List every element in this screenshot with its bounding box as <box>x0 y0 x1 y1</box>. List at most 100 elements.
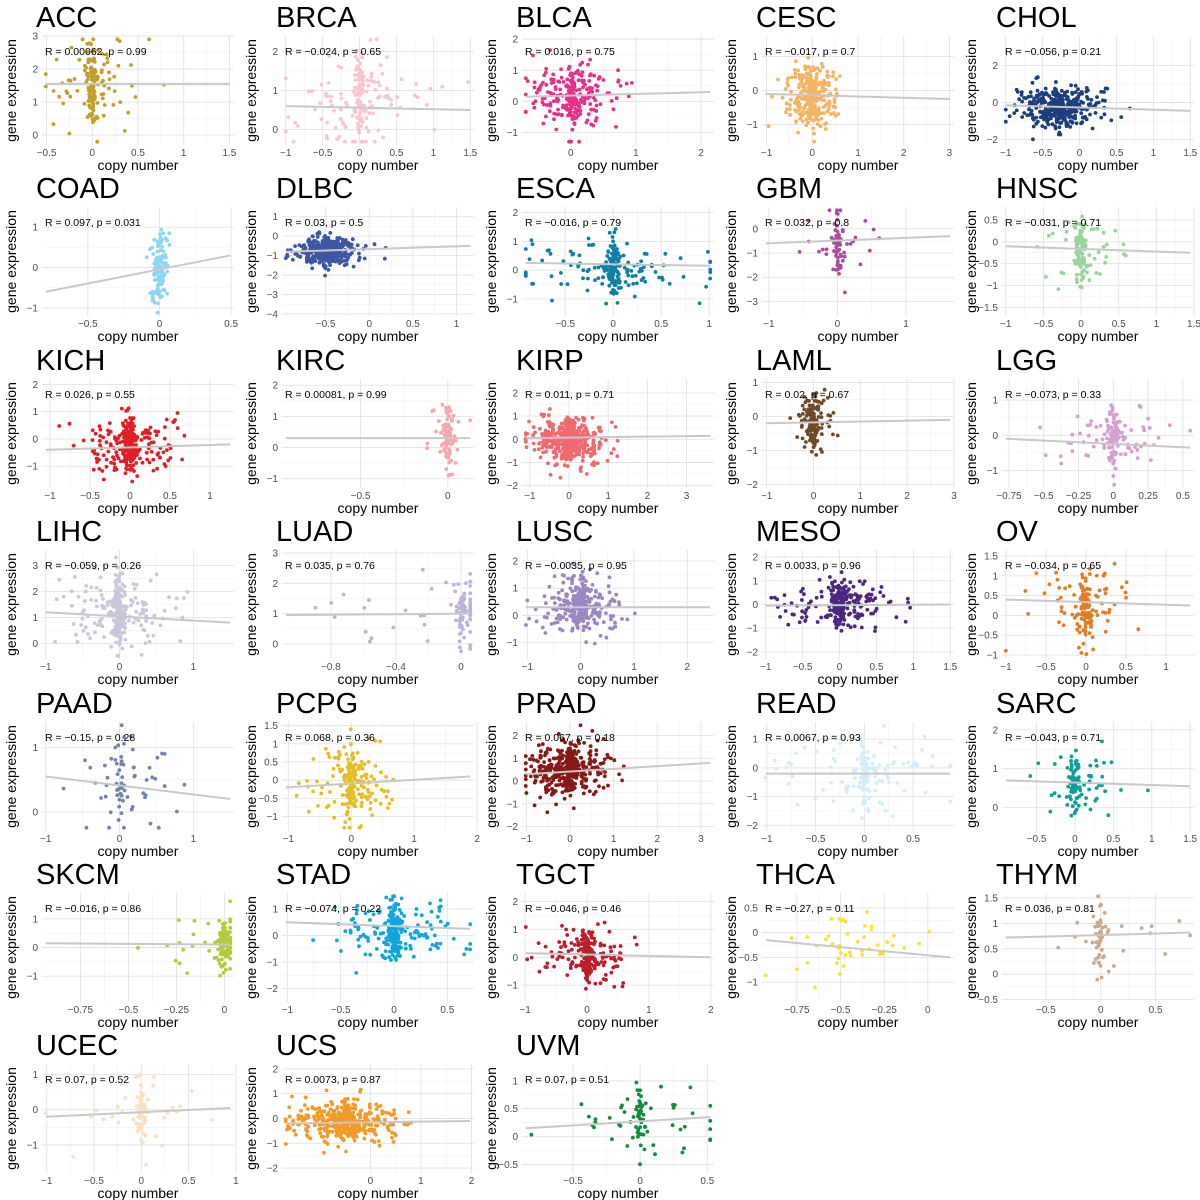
data-point <box>833 615 838 620</box>
data-point <box>577 87 582 92</box>
data-point <box>554 608 559 612</box>
data-point <box>1103 260 1107 265</box>
x-axis-label: copy number <box>338 328 419 344</box>
data-point <box>796 85 801 90</box>
x-tick-label: 2 <box>904 491 910 502</box>
data-point <box>450 472 455 477</box>
data-point <box>283 129 288 134</box>
data-point <box>468 584 473 588</box>
data-point <box>96 623 100 627</box>
data-point <box>578 469 583 473</box>
data-point <box>607 590 612 595</box>
correlation-annotation: R = −0.0035, p = 0.95 <box>525 560 627 572</box>
data-point <box>624 81 629 86</box>
data-point <box>1043 453 1048 458</box>
data-point <box>175 411 180 415</box>
data-point <box>316 242 320 246</box>
x-axis-label: copy number <box>338 671 419 687</box>
y-tick-label: 1 <box>272 412 278 423</box>
y-axis-label: gene expression <box>483 210 499 313</box>
data-point <box>584 472 589 476</box>
data-point <box>797 414 802 418</box>
data-point <box>1167 423 1172 428</box>
data-point <box>574 98 579 103</box>
data-point <box>468 591 473 596</box>
data-point <box>145 457 150 462</box>
data-point <box>444 424 449 428</box>
data-point <box>114 640 118 645</box>
data-point <box>338 117 343 121</box>
data-point <box>583 438 587 442</box>
data-point <box>802 592 806 597</box>
data-point <box>1078 222 1083 226</box>
data-point <box>76 594 81 599</box>
data-point <box>553 463 558 468</box>
data-point <box>589 107 593 112</box>
x-tick-label: −1 <box>522 662 534 673</box>
data-points <box>523 48 634 144</box>
data-point <box>607 575 612 580</box>
data-point <box>559 75 564 80</box>
data-point <box>865 607 870 612</box>
x-axis-label: copy number <box>1058 500 1139 516</box>
data-point <box>617 603 622 608</box>
data-point <box>354 48 359 53</box>
x-tick-label: 1 <box>706 319 712 330</box>
data-point <box>134 461 139 465</box>
data-point <box>562 450 567 455</box>
data-point <box>80 37 85 42</box>
data-point <box>342 263 347 268</box>
data-point <box>1075 272 1079 277</box>
data-point <box>118 588 122 593</box>
data-point <box>613 620 617 625</box>
panel-blca: 0 1 2 −1 0 1 2 BLCA R = 0.016, p = 0.75 copy numb… <box>480 0 720 173</box>
data-point <box>1080 214 1085 219</box>
data-point <box>604 611 608 615</box>
data-point <box>144 619 149 623</box>
data-point <box>586 616 591 621</box>
data-point <box>147 436 152 441</box>
data-point <box>1117 419 1122 424</box>
data-point <box>569 106 573 111</box>
x-tick-label: 1 <box>631 662 637 673</box>
data-point <box>1093 111 1098 115</box>
data-point <box>556 107 560 112</box>
y-tick-label: 1 <box>272 86 278 97</box>
y-tick-label: 1 <box>32 223 38 234</box>
data-point <box>806 55 811 60</box>
data-point <box>182 596 186 600</box>
data-point <box>857 614 862 618</box>
data-point <box>805 79 809 83</box>
x-tick-label: −1 <box>761 148 773 159</box>
data-point <box>91 467 96 472</box>
data-point <box>104 52 109 57</box>
x-axis-label: copy number <box>578 671 659 687</box>
data-point <box>104 457 109 462</box>
data-point <box>571 596 576 601</box>
y-tick-label: 3 <box>32 32 38 43</box>
data-point <box>785 77 790 82</box>
data-point <box>356 123 361 127</box>
data-point <box>126 436 131 441</box>
x-tick-label: 1 <box>911 662 917 673</box>
data-point <box>324 246 329 250</box>
data-point <box>626 283 631 288</box>
x-tick-label: 1 <box>903 319 909 330</box>
data-point <box>67 421 72 426</box>
data-point <box>350 113 355 118</box>
data-point <box>708 260 713 264</box>
data-point <box>835 433 840 438</box>
data-point <box>114 438 118 443</box>
x-tick-label: 0 <box>157 319 163 330</box>
data-point <box>803 619 808 623</box>
x-tick-label: 0 <box>458 662 464 673</box>
data-point <box>86 85 91 90</box>
data-point <box>339 252 344 256</box>
x-tick-label: 3 <box>684 491 690 502</box>
data-point <box>607 230 612 235</box>
data-point <box>354 110 358 114</box>
data-point <box>819 116 824 121</box>
